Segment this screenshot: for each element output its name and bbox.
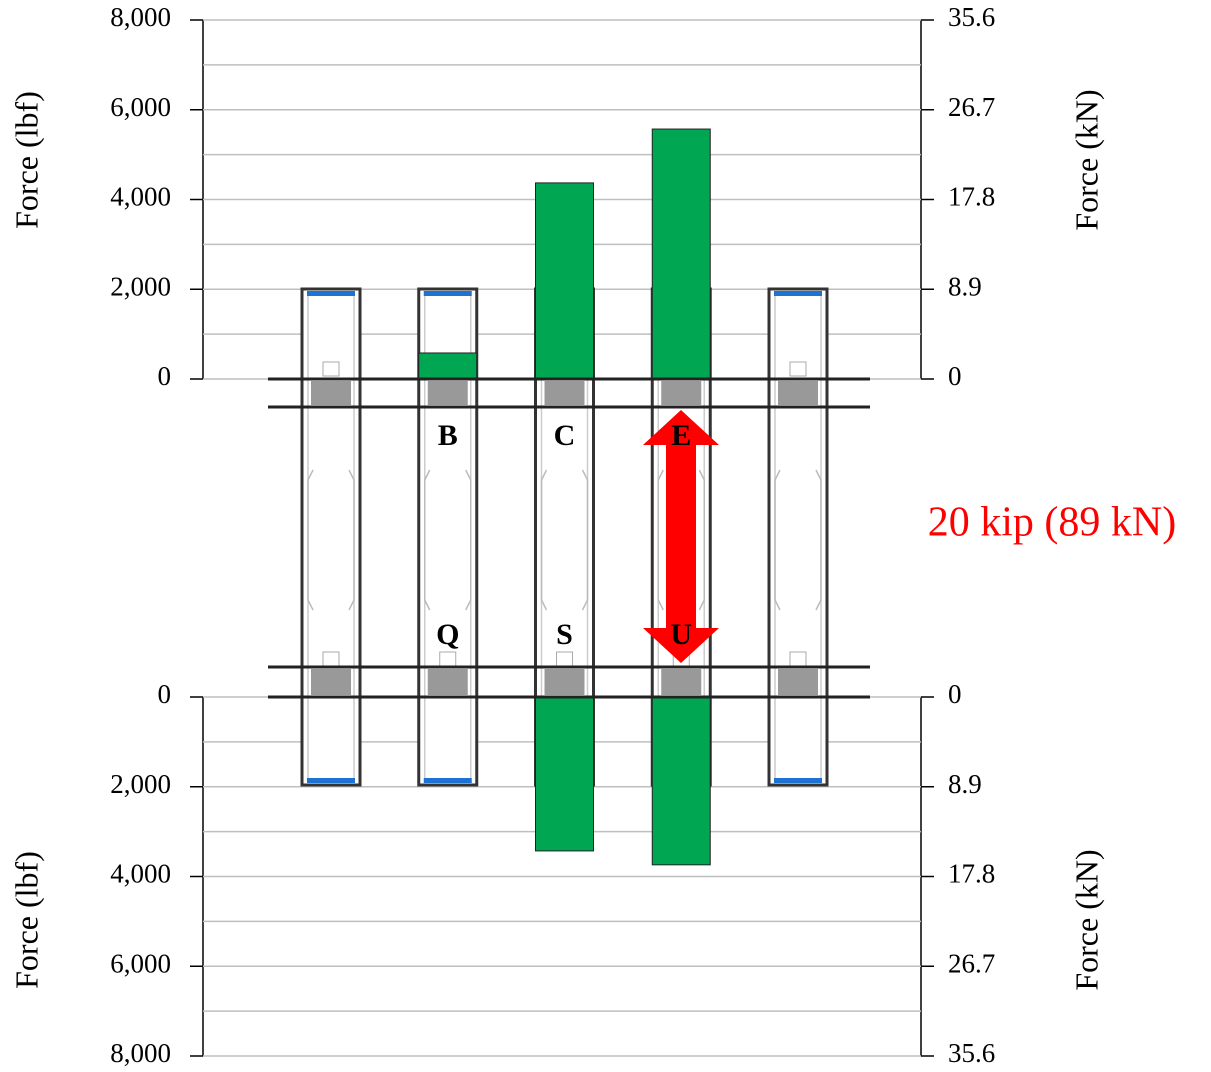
category-label: Q <box>436 618 459 651</box>
annotation: 20 kip (89 kN) <box>928 500 1176 546</box>
y-tick-label: 0 <box>158 679 172 709</box>
y-tick-label: 0 <box>158 361 172 391</box>
bar <box>536 183 594 379</box>
y2-tick-label: 8.9 <box>948 769 982 799</box>
y2-tick-label: 0 <box>948 679 962 709</box>
y-axis-title: Force (lbf) <box>8 91 44 229</box>
bar <box>536 697 594 851</box>
page: 0 2,000 4,000 6,000 8,000 0 8.9 17.8 26.7 35.6 For… <box>0 0 1211 1072</box>
y2-tick-label: 35.6 <box>948 2 995 32</box>
y-tick-label: 6,000 <box>110 92 171 122</box>
y-tick-label: 8,000 <box>110 1038 171 1068</box>
category-label: S <box>556 618 573 651</box>
category-label: C <box>554 419 576 452</box>
y2-tick-label: 0 <box>948 361 962 391</box>
y-axis-title: Force (lbf) <box>8 851 44 989</box>
category-label: B <box>438 419 458 452</box>
bar <box>652 697 710 865</box>
chart: 0 2,000 4,000 6,000 8,000 0 8.9 17.8 26.7 35.6 For… <box>0 0 1211 1072</box>
category-label: U <box>670 618 692 651</box>
category-label: E <box>671 419 691 452</box>
y2-tick-label: 35.6 <box>948 1038 995 1068</box>
y2-axis-title: Force (kN) <box>1068 849 1104 990</box>
y-tick-label: 2,000 <box>110 271 171 301</box>
y2-axis-title: Force (kN) <box>1068 89 1104 230</box>
y2-tick-label: 8.9 <box>948 271 982 301</box>
y-tick-label: 2,000 <box>110 769 171 799</box>
y2-tick-label: 26.7 <box>948 92 995 122</box>
y2-tick-label: 17.8 <box>948 182 995 212</box>
bar <box>652 129 710 379</box>
bar <box>419 353 477 379</box>
y-tick-label: 4,000 <box>110 182 171 212</box>
y2-tick-label: 26.7 <box>948 948 995 978</box>
y2-tick-label: 17.8 <box>948 859 995 889</box>
y-tick-label: 8,000 <box>110 2 171 32</box>
y-tick-label: 4,000 <box>110 859 171 889</box>
y-tick-label: 6,000 <box>110 948 171 978</box>
